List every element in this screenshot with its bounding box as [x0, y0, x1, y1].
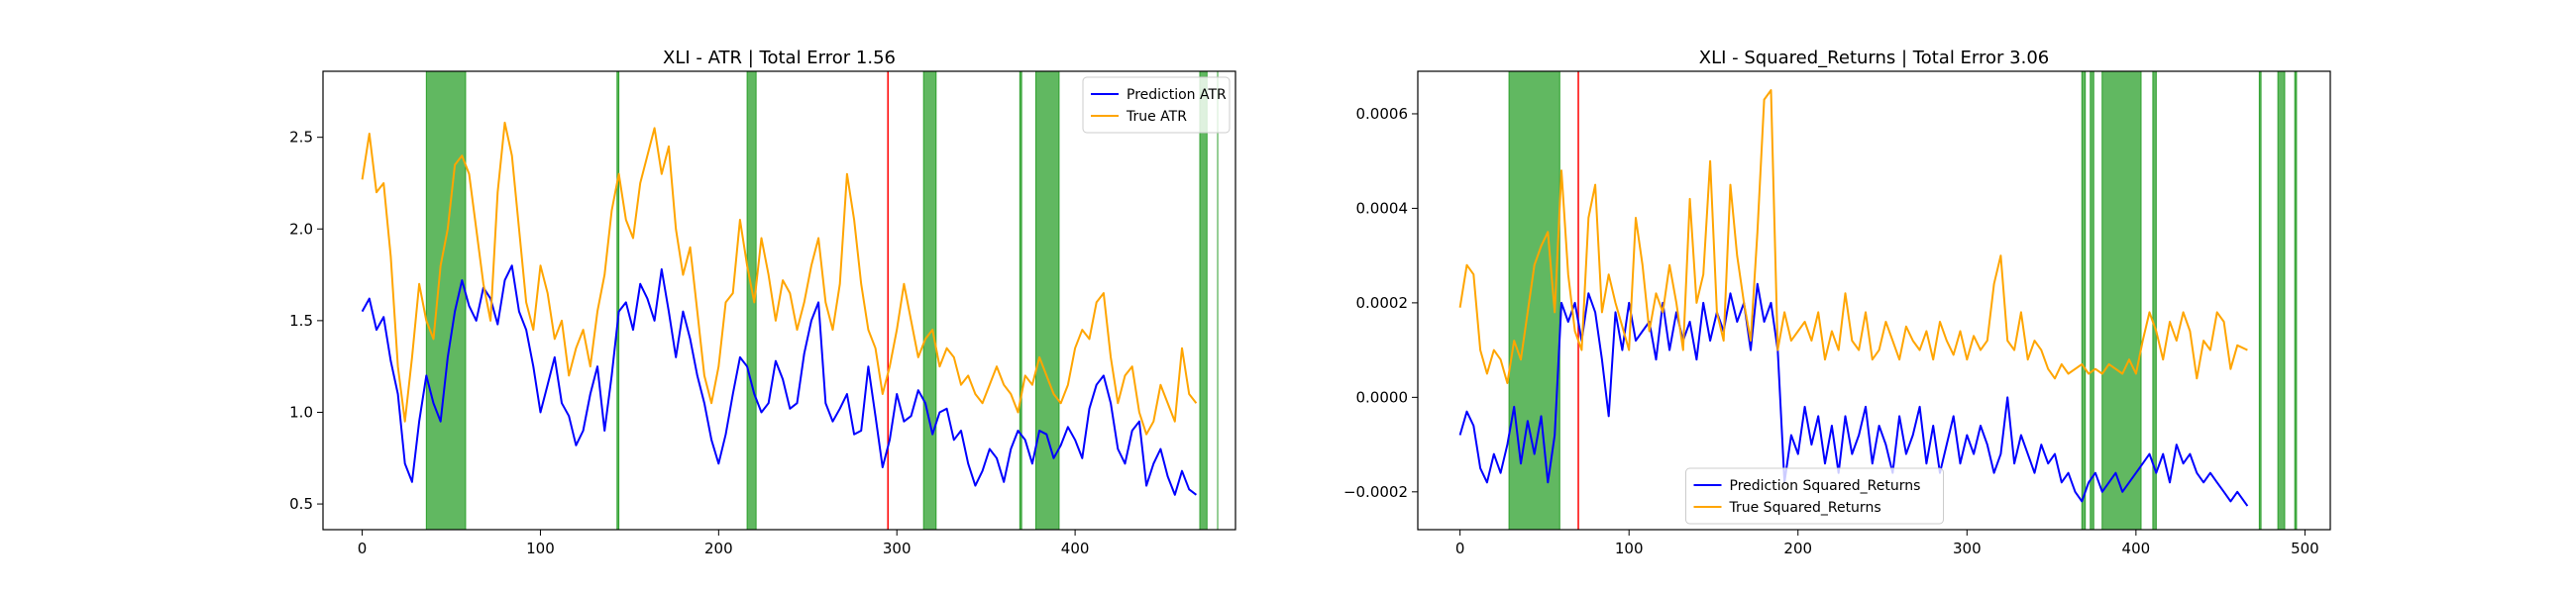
highlight-band-2: [2090, 71, 2094, 530]
series-line-1: [1458, 89, 2248, 384]
x-tick-label: 100: [1615, 540, 1644, 557]
legend-label-0: Prediction Squared_Returns: [1730, 478, 1921, 494]
highlight-band-4: [1019, 71, 1022, 530]
legend-label-0: Prediction ATR: [1127, 87, 1227, 103]
y-tick-label: 1.0: [289, 403, 313, 421]
y-tick-label: −0.0002: [1343, 483, 1408, 501]
atr-chart: 0 100 200 300 400 0.5 1.0 1.5 2.0 2.5 XLI - ATR | …: [289, 48, 1236, 557]
legend: Prediction ATR True ATR: [1082, 76, 1231, 134]
y-tick-label: 0.0004: [1356, 199, 1409, 217]
y-tick-label: 0.0000: [1356, 388, 1409, 406]
x-tick-label: 0: [1455, 540, 1465, 557]
axes-frame: [1417, 70, 2331, 531]
y-tick-label: 2.0: [289, 220, 313, 238]
highlight-band-1: [2081, 71, 2087, 530]
highlight-band-6: [1199, 71, 1208, 530]
plot-area: [361, 71, 1219, 530]
axes-frame: [322, 70, 1236, 531]
x-tick-label: 300: [883, 540, 912, 557]
x-tick-label: 200: [704, 540, 733, 557]
plot-area: [1458, 71, 2298, 530]
x-tick-label: 400: [2122, 540, 2151, 557]
x-tick-label: 500: [2291, 540, 2319, 557]
chart-title: XLI - ATR | Total Error 1.56: [663, 48, 896, 68]
highlight-band-3: [922, 71, 937, 530]
series-line-0: [361, 264, 1198, 496]
highlight-band-1: [616, 71, 620, 530]
y-tick-label: 0.5: [289, 495, 313, 513]
legend-box: [1082, 76, 1231, 134]
legend-box: [1685, 467, 1944, 525]
chart-title: XLI - Squared_Returns | Total Error 3.06: [1699, 48, 2049, 68]
x-tick-label: 100: [526, 540, 555, 557]
series-line-1: [361, 121, 1198, 436]
y-tick-label: 0.0006: [1356, 105, 1409, 123]
y-tick-label: 0.0002: [1356, 294, 1409, 312]
x-tick-label: 300: [1953, 540, 1982, 557]
highlight-band-3: [2101, 71, 2142, 530]
highlight-band-5: [1035, 71, 1060, 530]
legend: Prediction Squared_Returns True Squared_R…: [1685, 467, 1944, 525]
legend-label-1: True Squared_Returns: [1729, 500, 1881, 516]
squared-returns-chart: 0 100 200 300 400 500 −0.0002 0.0000 0.0002 0.000…: [1343, 48, 2331, 557]
highlight-band-5: [2258, 71, 2262, 530]
x-tick-label: 200: [1783, 540, 1812, 557]
highlight-band-0: [1508, 71, 1560, 530]
x-tick-label: 400: [1061, 540, 1090, 557]
x-tick-label: 0: [358, 540, 368, 557]
y-tick-label: 1.5: [289, 312, 313, 330]
y-tick-label: 2.5: [289, 129, 313, 147]
highlight-band-2: [746, 71, 757, 530]
series-line-0: [1458, 282, 2249, 507]
highlight-band-4: [2152, 71, 2157, 530]
highlight-band-0: [425, 71, 467, 530]
highlight-band-6: [2277, 71, 2286, 530]
highlight-band-7: [2294, 71, 2298, 530]
legend-label-1: True ATR: [1126, 109, 1187, 125]
